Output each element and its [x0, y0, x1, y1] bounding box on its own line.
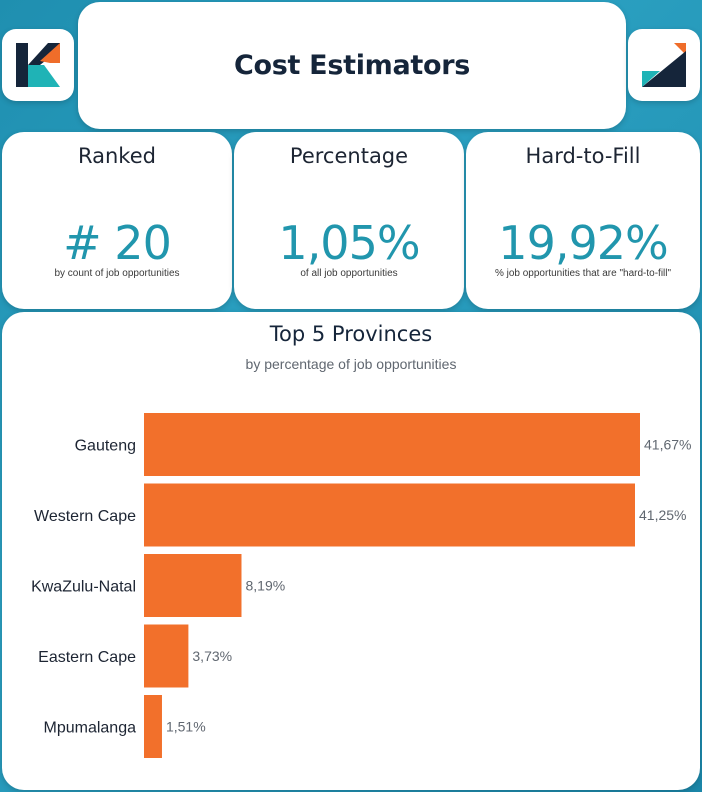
provinces-bar-chart: Gauteng 41,67% Western Cape 41,25% KwaZulu-N…	[31, 413, 691, 758]
category-label: KwaZulu-Natal	[31, 579, 136, 596]
kpi-label: Percentage	[289, 144, 409, 168]
data-label: 41,25%	[639, 507, 686, 523]
chart-title: Top 5 Provinces	[269, 322, 433, 346]
kpi-caption: % job opportunities that are "hard-to-fi…	[494, 268, 672, 279]
provinces-chart-card: Top 5 Provinces by percentage of job opp…	[2, 312, 700, 790]
bar-western-cape[interactable]	[144, 483, 636, 547]
bar-gauteng[interactable]	[144, 413, 640, 476]
category-label: Gauteng	[75, 438, 136, 455]
data-label: 3,73%	[192, 648, 232, 664]
chart-subtitle: by percentage of job opportunities	[245, 356, 457, 372]
category-label: Eastern Cape	[38, 649, 136, 666]
kpi-label: Ranked	[78, 144, 156, 168]
kpi-label: Hard-to-Fill	[525, 144, 641, 168]
kpi-value: 19,92%	[498, 216, 668, 270]
data-label: 41,67%	[644, 437, 691, 453]
kpi-card-percentage: Percentage 1,05% of all job opportunitie…	[234, 132, 464, 309]
bar-kwazulu-natal[interactable]	[144, 554, 242, 617]
kpi-card-hard-to-fill: Hard-to-Fill 19,92% % job opportunities …	[466, 132, 700, 309]
header-title-card: Cost Estimators	[78, 2, 626, 129]
bar-eastern-cape[interactable]	[144, 624, 189, 688]
brand-logo-left-card	[2, 29, 74, 101]
kpi-caption: by count of job opportunities	[54, 268, 180, 279]
data-label: 1,51%	[166, 719, 206, 735]
category-label: Mpumalanga	[44, 720, 137, 737]
category-label: Western Cape	[34, 508, 136, 525]
kpi-value: # 20	[63, 216, 172, 270]
data-label: 8,19%	[245, 578, 285, 594]
page-title: Cost Estimators	[233, 50, 471, 81]
kpi-card-ranked: Ranked # 20 by count of job opportunitie…	[2, 132, 232, 309]
brand-mark-icon	[642, 43, 686, 87]
brand-logo-icon	[16, 43, 60, 87]
brand-logo-right-card	[628, 29, 700, 101]
kpi-caption: of all job opportunities	[300, 268, 398, 279]
kpi-value: 1,05%	[278, 216, 420, 270]
bar-mpumalanga[interactable]	[144, 695, 162, 758]
